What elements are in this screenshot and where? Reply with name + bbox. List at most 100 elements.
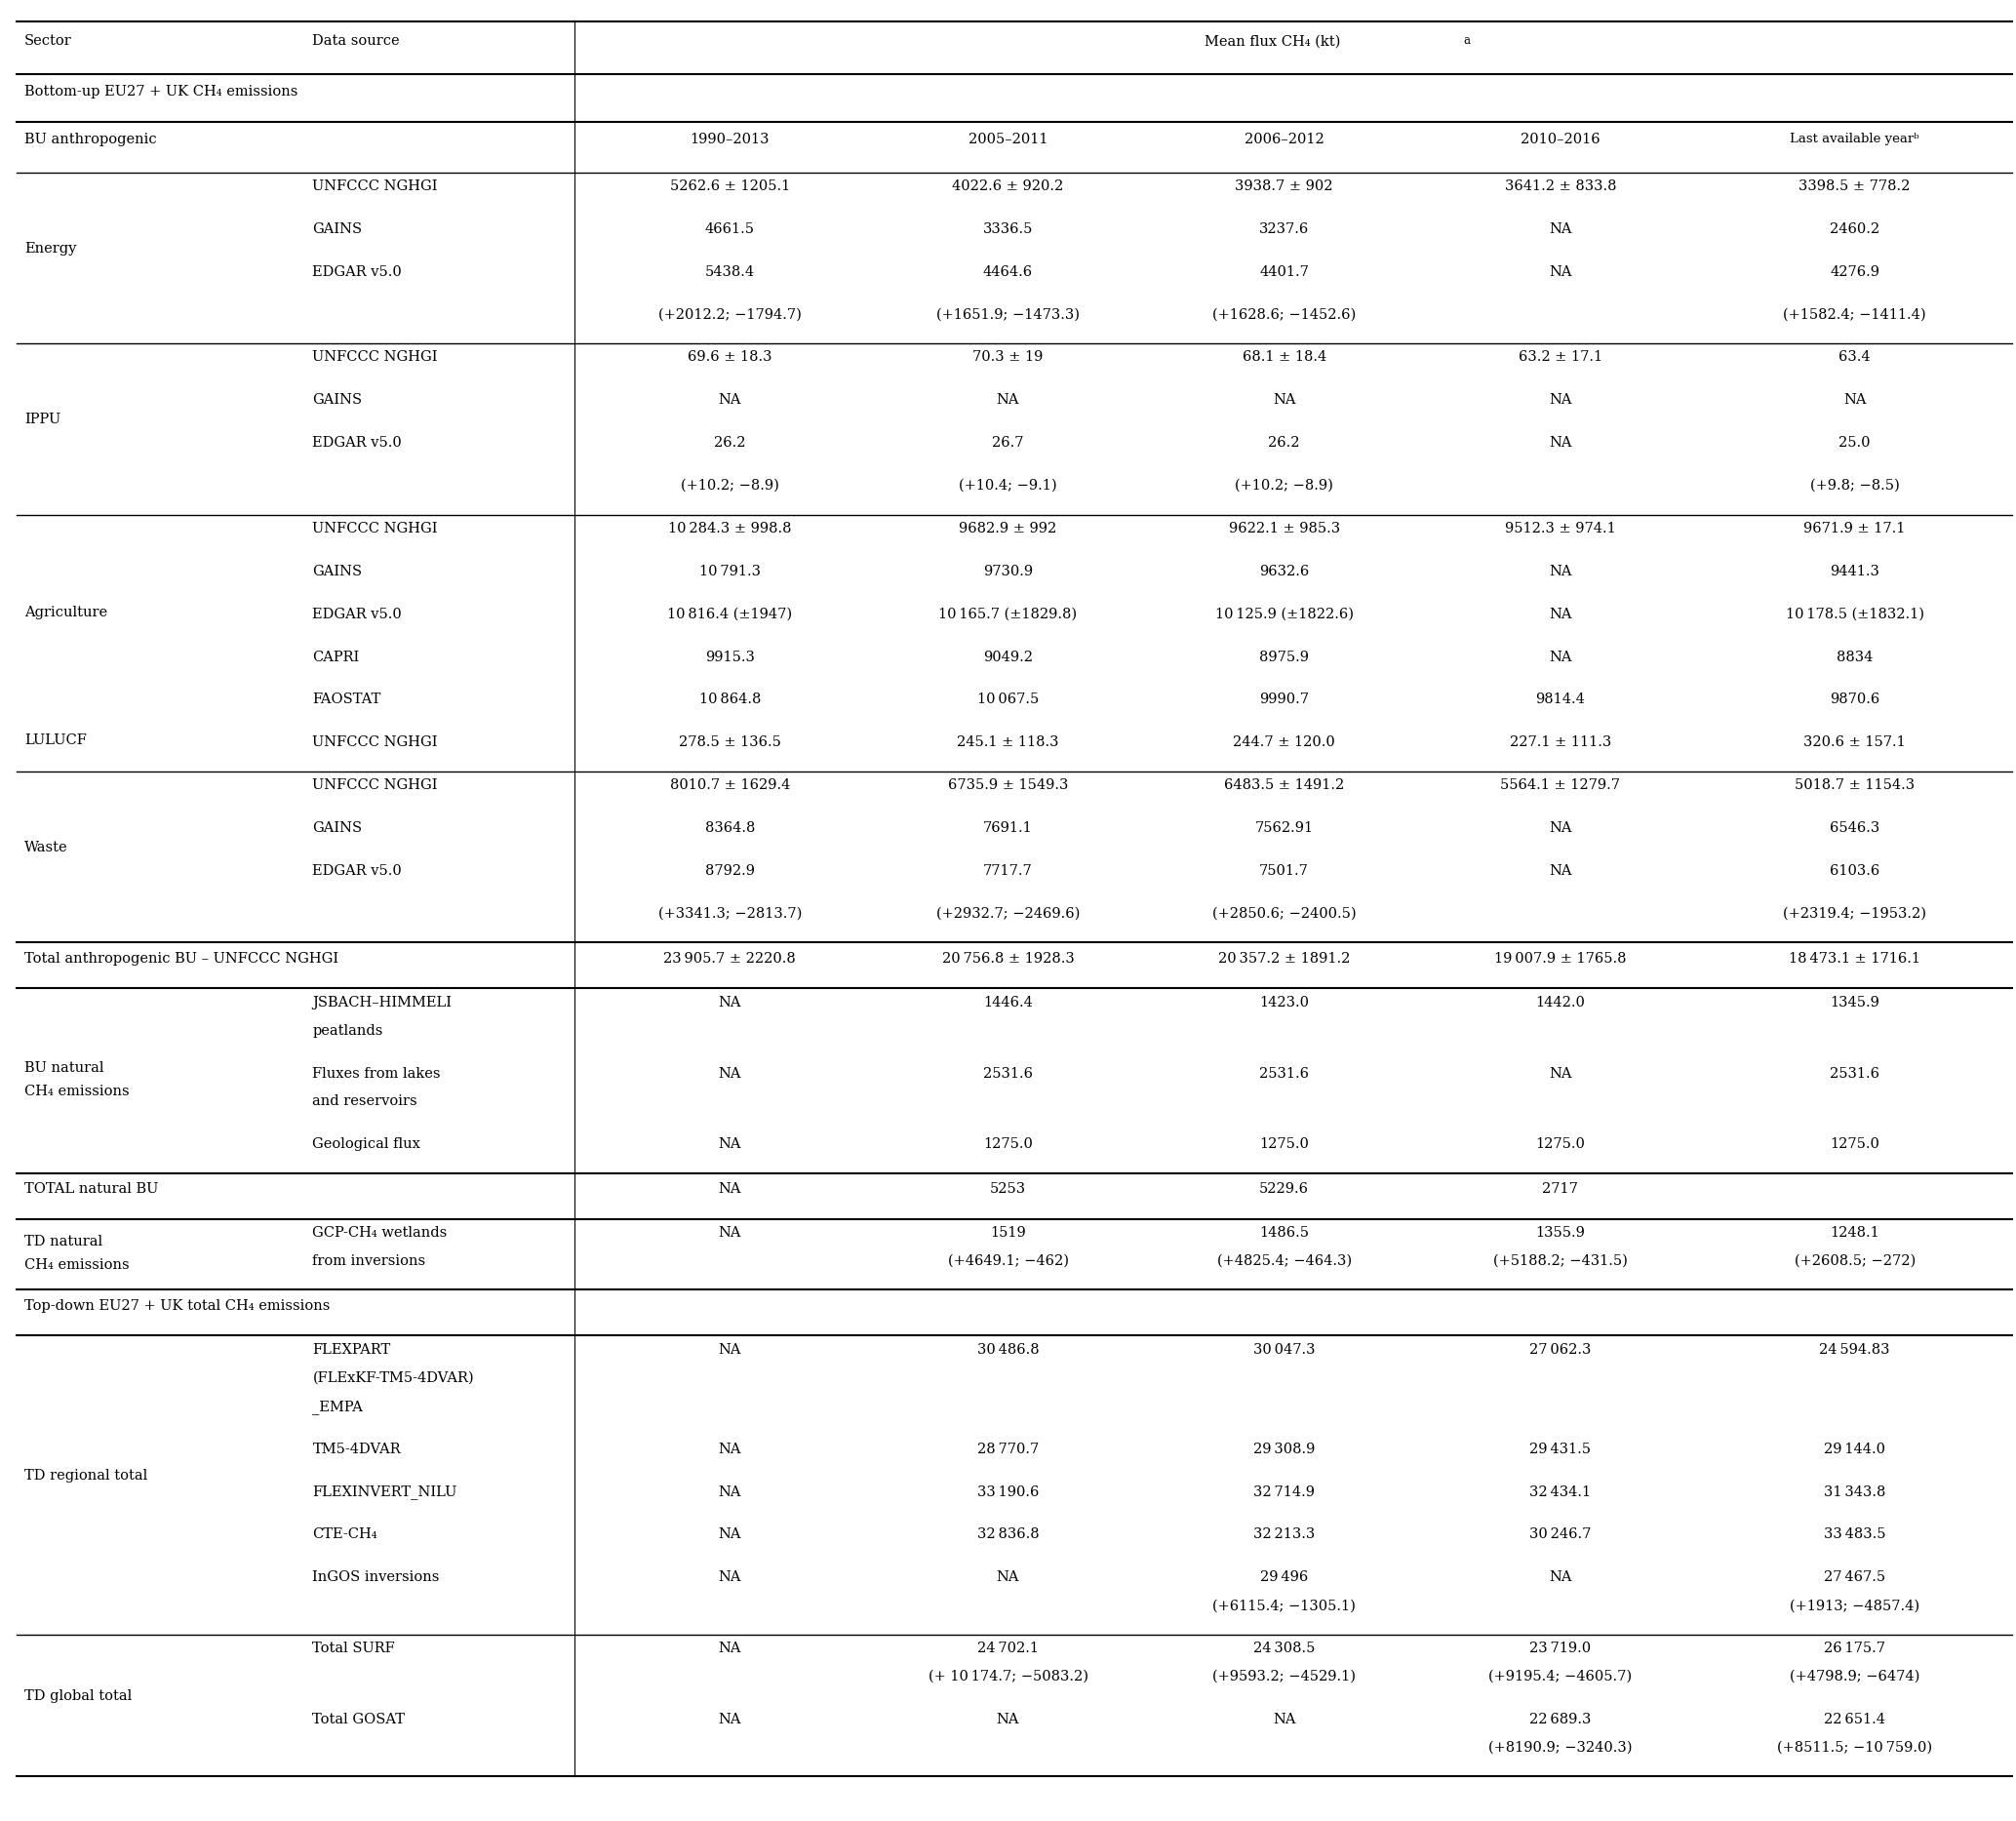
Text: 5018.7 ± 1154.3: 5018.7 ± 1154.3: [1794, 779, 1915, 792]
Text: InGOS inversions: InGOS inversions: [312, 1570, 439, 1584]
Text: NA: NA: [1843, 393, 1867, 408]
Text: 33 190.6: 33 190.6: [978, 1484, 1038, 1499]
Text: (+8511.5; −10 759.0): (+8511.5; −10 759.0): [1778, 1741, 1931, 1754]
Text: GAINS: GAINS: [312, 821, 363, 836]
Text: 9990.7: 9990.7: [1260, 694, 1308, 707]
Text: 10 165.7 (±1829.8): 10 165.7 (±1829.8): [939, 608, 1077, 621]
Text: 2531.6: 2531.6: [1831, 1067, 1879, 1080]
Text: NA: NA: [718, 1641, 742, 1655]
Text: Last available yearᵇ: Last available yearᵇ: [1790, 133, 1919, 146]
Text: 1275.0: 1275.0: [1536, 1138, 1585, 1151]
Text: 5262.6 ± 1205.1: 5262.6 ± 1205.1: [669, 180, 790, 193]
Text: (+4649.1; −462): (+4649.1; −462): [948, 1255, 1068, 1267]
Text: NA: NA: [718, 1712, 742, 1726]
Text: Total anthropogenic BU – UNFCCC NGHGI: Total anthropogenic BU – UNFCCC NGHGI: [24, 952, 339, 965]
Text: 27 467.5: 27 467.5: [1824, 1570, 1885, 1584]
Text: 8792.9: 8792.9: [706, 865, 754, 878]
Text: 5253: 5253: [990, 1182, 1026, 1196]
Text: (+1913; −4857.4): (+1913; −4857.4): [1790, 1599, 1919, 1612]
Text: 1486.5: 1486.5: [1260, 1226, 1308, 1240]
Text: NA: NA: [718, 1342, 742, 1357]
Text: UNFCCC NGHGI: UNFCCC NGHGI: [312, 180, 437, 193]
Text: 8010.7 ± 1629.4: 8010.7 ± 1629.4: [669, 779, 790, 792]
Text: NA: NA: [718, 1570, 742, 1584]
Text: Sector: Sector: [24, 35, 73, 47]
Text: 29 308.9: 29 308.9: [1254, 1442, 1314, 1455]
Text: 9512.3 ± 974.1: 9512.3 ± 974.1: [1504, 523, 1617, 535]
Text: NA: NA: [996, 393, 1020, 408]
Text: Total SURF: Total SURF: [312, 1641, 395, 1655]
Text: 33 483.5: 33 483.5: [1824, 1528, 1885, 1541]
Text: JSBACH–HIMMELI: JSBACH–HIMMELI: [312, 996, 452, 1009]
Text: 22 651.4: 22 651.4: [1824, 1712, 1885, 1726]
Text: EDGAR v5.0: EDGAR v5.0: [312, 437, 401, 450]
Text: 26.2: 26.2: [714, 437, 746, 450]
Text: NA: NA: [1548, 393, 1572, 408]
Text: (+4798.9; −6474): (+4798.9; −6474): [1790, 1670, 1919, 1683]
Text: 10 178.5 (±1832.1): 10 178.5 (±1832.1): [1786, 608, 1923, 621]
Text: NA: NA: [718, 1528, 742, 1541]
Text: TM5-4DVAR: TM5-4DVAR: [312, 1442, 401, 1455]
Text: LULUCF: LULUCF: [24, 734, 87, 748]
Text: UNFCCC NGHGI: UNFCCC NGHGI: [312, 779, 437, 792]
Text: 24 308.5: 24 308.5: [1254, 1641, 1314, 1655]
Text: 8975.9: 8975.9: [1260, 650, 1308, 665]
Text: 20 756.8 ± 1928.3: 20 756.8 ± 1928.3: [941, 952, 1075, 965]
Text: (+9593.2; −4529.1): (+9593.2; −4529.1): [1212, 1670, 1357, 1683]
Text: CTE-CH₄: CTE-CH₄: [312, 1528, 377, 1541]
Text: IPPU: IPPU: [24, 413, 60, 426]
Text: 6103.6: 6103.6: [1831, 865, 1879, 878]
Text: NA: NA: [1548, 865, 1572, 878]
Text: 1248.1: 1248.1: [1831, 1226, 1879, 1240]
Text: NA: NA: [1548, 222, 1572, 237]
Text: 32 836.8: 32 836.8: [978, 1528, 1038, 1541]
Text: 1446.4: 1446.4: [984, 996, 1032, 1009]
Text: 6546.3: 6546.3: [1831, 821, 1879, 836]
Text: (+1651.9; −1473.3): (+1651.9; −1473.3): [935, 308, 1081, 322]
Text: NA: NA: [1548, 565, 1572, 579]
Text: 8834: 8834: [1837, 650, 1873, 665]
Text: 4464.6: 4464.6: [984, 266, 1032, 279]
Text: (+8190.9; −3240.3): (+8190.9; −3240.3): [1488, 1741, 1633, 1754]
Text: 9814.4: 9814.4: [1536, 694, 1585, 707]
Text: FLEXPART: FLEXPART: [312, 1342, 391, 1357]
Text: 4276.9: 4276.9: [1831, 266, 1879, 279]
Text: Top-down EU27 + UK total CH₄ emissions: Top-down EU27 + UK total CH₄ emissions: [24, 1298, 331, 1313]
Text: NA: NA: [1548, 821, 1572, 836]
Text: and reservoirs: and reservoirs: [312, 1094, 417, 1109]
Text: 9671.9 ± 17.1: 9671.9 ± 17.1: [1804, 523, 1905, 535]
Text: TD natural: TD natural: [24, 1235, 103, 1249]
Text: 1345.9: 1345.9: [1831, 996, 1879, 1009]
Text: 26 175.7: 26 175.7: [1824, 1641, 1885, 1655]
Text: NA: NA: [1548, 266, 1572, 279]
Text: (FLExKF-TM5-4DVAR): (FLExKF-TM5-4DVAR): [312, 1371, 474, 1384]
Text: 24 702.1: 24 702.1: [978, 1641, 1038, 1655]
Text: CAPRI: CAPRI: [312, 650, 359, 665]
Text: FLEXINVERT_NILU: FLEXINVERT_NILU: [312, 1484, 458, 1499]
Text: (+4825.4; −464.3): (+4825.4; −464.3): [1218, 1255, 1351, 1267]
Text: 3641.2 ± 833.8: 3641.2 ± 833.8: [1504, 180, 1617, 193]
Text: 10 864.8: 10 864.8: [700, 694, 760, 707]
Text: FAOSTAT: FAOSTAT: [312, 694, 381, 707]
Text: 29 144.0: 29 144.0: [1824, 1442, 1885, 1455]
Text: GAINS: GAINS: [312, 565, 363, 579]
Text: TD global total: TD global total: [24, 1690, 131, 1703]
Text: 7691.1: 7691.1: [984, 821, 1032, 836]
Text: (+10.2; −8.9): (+10.2; −8.9): [681, 479, 778, 493]
Text: Energy: Energy: [24, 242, 77, 255]
Text: (+2319.4; −1953.2): (+2319.4; −1953.2): [1782, 907, 1927, 921]
Text: TOTAL natural BU: TOTAL natural BU: [24, 1182, 157, 1196]
Text: NA: NA: [718, 393, 742, 408]
Text: 68.1 ± 18.4: 68.1 ± 18.4: [1242, 351, 1327, 364]
Text: 29 496: 29 496: [1260, 1570, 1308, 1584]
Text: TD regional total: TD regional total: [24, 1470, 147, 1482]
Text: UNFCCC NGHGI: UNFCCC NGHGI: [312, 351, 437, 364]
Text: 1275.0: 1275.0: [1260, 1138, 1308, 1151]
Text: NA: NA: [718, 1226, 742, 1240]
Text: 29 431.5: 29 431.5: [1530, 1442, 1591, 1455]
Text: NA: NA: [996, 1712, 1020, 1726]
Text: 7717.7: 7717.7: [984, 865, 1032, 878]
Text: NA: NA: [1548, 437, 1572, 450]
Text: 2531.6: 2531.6: [984, 1067, 1032, 1080]
Text: NA: NA: [718, 1067, 742, 1080]
